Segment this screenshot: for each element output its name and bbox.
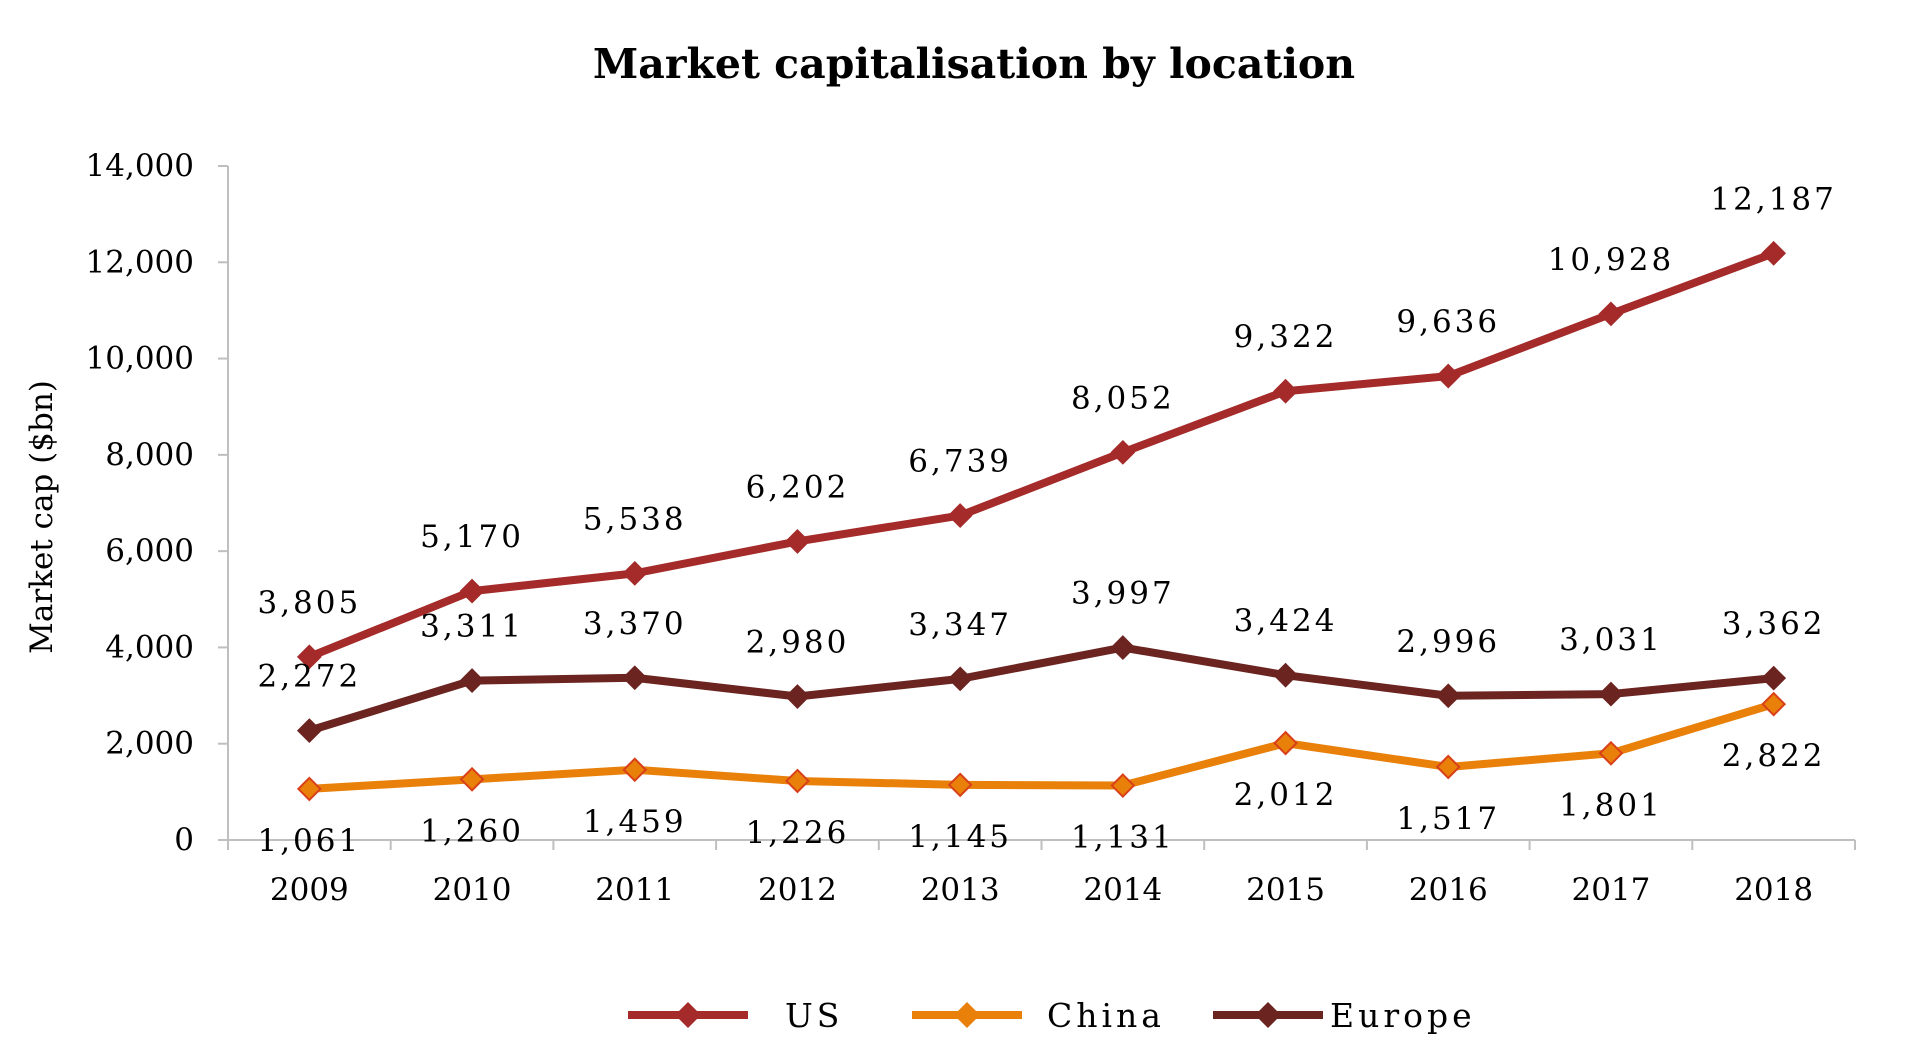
x-tick-label: 2011	[595, 872, 674, 908]
data-label-china: 1,145	[908, 819, 1012, 855]
data-label-europe: 3,424	[1234, 603, 1338, 639]
y-tick-label: 4,000	[105, 629, 194, 665]
point-us	[622, 560, 648, 586]
data-label-china: 1,061	[257, 823, 361, 859]
y-tick-label: 6,000	[105, 533, 194, 569]
point-europe	[1110, 635, 1136, 660]
y-tick-label: 12,000	[86, 244, 194, 280]
legend-marker-europe	[1255, 1002, 1281, 1028]
y-tick-label: 10,000	[86, 341, 194, 377]
point-china	[1435, 754, 1461, 780]
data-label-europe: 2,272	[257, 659, 361, 695]
point-us	[1598, 301, 1624, 327]
chart-title: Market capitalisation by location	[593, 40, 1355, 88]
x-tick-label: 2018	[1734, 872, 1813, 908]
data-label-europe: 3,362	[1722, 606, 1826, 642]
data-label-china: 1,131	[1071, 820, 1175, 856]
y-axis-label: Market cap ($bn)	[24, 380, 60, 654]
data-label-china: 2,822	[1722, 738, 1826, 774]
data-label-us: 5,538	[583, 501, 687, 537]
series-line-china	[305, 700, 1778, 793]
data-label-europe: 2,996	[1396, 624, 1500, 660]
data-label-china: 1,260	[420, 813, 524, 849]
point-europe	[785, 684, 810, 709]
x-tick-label: 2016	[1409, 872, 1488, 908]
data-label-china: 1,459	[583, 804, 687, 840]
series-line-europe	[305, 643, 1778, 735]
data-labels: 3,805 5,170 5,538 6,202 6,739 8,052 9,322 9,636…	[257, 181, 1836, 859]
point-europe	[1273, 662, 1298, 688]
data-label-europe: 3,031	[1559, 622, 1663, 658]
data-label-china: 1,517	[1396, 801, 1500, 837]
point-china	[459, 766, 485, 792]
data-label-china: 1,226	[746, 815, 850, 851]
legend: US China Europe	[628, 996, 1476, 1035]
point-china	[622, 757, 648, 783]
data-label-us: 12,187	[1710, 181, 1836, 217]
data-label-us: 3,805	[257, 585, 361, 621]
x-tick-label: 2010	[433, 872, 512, 908]
point-china	[1598, 740, 1624, 766]
point-us	[785, 529, 810, 554]
data-label-us: 8,052	[1071, 380, 1175, 416]
y-tick-label: 8,000	[105, 437, 194, 473]
x-tick-label: 2009	[270, 872, 349, 908]
y-tick-label: 0	[174, 822, 194, 858]
point-europe	[947, 666, 973, 692]
x-tick-label: 2015	[1246, 872, 1325, 908]
legend-label-us: US	[785, 996, 843, 1035]
data-label-europe: 3,311	[420, 609, 524, 645]
point-us	[296, 644, 322, 670]
legend-label-china: China	[1047, 996, 1165, 1035]
point-us	[1273, 378, 1298, 404]
point-us	[947, 503, 973, 528]
point-europe	[622, 665, 648, 691]
y-tick-label: 14,000	[86, 148, 194, 184]
point-europe	[1761, 665, 1787, 691]
point-europe	[459, 668, 485, 694]
point-china	[785, 768, 810, 794]
data-label-us: 5,170	[420, 519, 524, 555]
x-tick-label: 2017	[1571, 872, 1650, 908]
legend-label-europe: Europe	[1330, 996, 1476, 1035]
point-us	[1435, 363, 1461, 389]
series-line-us	[305, 249, 1778, 661]
data-label-us: 9,322	[1234, 319, 1338, 355]
point-us	[459, 578, 485, 604]
data-label-us: 6,739	[908, 444, 1012, 480]
data-label-us: 10,928	[1548, 242, 1674, 278]
point-china	[1110, 773, 1136, 798]
point-china	[1273, 730, 1298, 756]
data-label-us: 6,202	[746, 469, 850, 505]
x-tick-label: 2012	[758, 872, 837, 908]
data-label-europe: 3,997	[1071, 576, 1175, 612]
point-europe	[1598, 681, 1624, 707]
data-label-china: 2,012	[1234, 777, 1338, 813]
point-us	[1761, 240, 1787, 266]
point-china	[1761, 691, 1787, 717]
data-label-us: 9,636	[1396, 304, 1500, 340]
data-label-china: 1,801	[1559, 787, 1663, 823]
legend-marker-us	[675, 1002, 701, 1028]
x-tick-label: 2013	[921, 872, 1000, 908]
point-europe	[1435, 683, 1461, 709]
axes: 0 2,000 4,000 6,000 8,000 10,000 12,000 14,000 2…	[86, 148, 1856, 908]
series-layer	[296, 240, 1787, 802]
point-china	[296, 776, 322, 802]
data-label-europe: 3,370	[583, 606, 687, 642]
y-tick-label: 2,000	[105, 726, 194, 762]
point-china	[947, 772, 973, 798]
point-us	[1110, 439, 1136, 465]
point-europe	[296, 718, 322, 744]
legend-marker-china	[954, 1002, 980, 1028]
data-label-europe: 3,347	[908, 607, 1012, 643]
data-label-europe: 2,980	[746, 625, 850, 661]
x-tick-label: 2014	[1083, 872, 1162, 908]
